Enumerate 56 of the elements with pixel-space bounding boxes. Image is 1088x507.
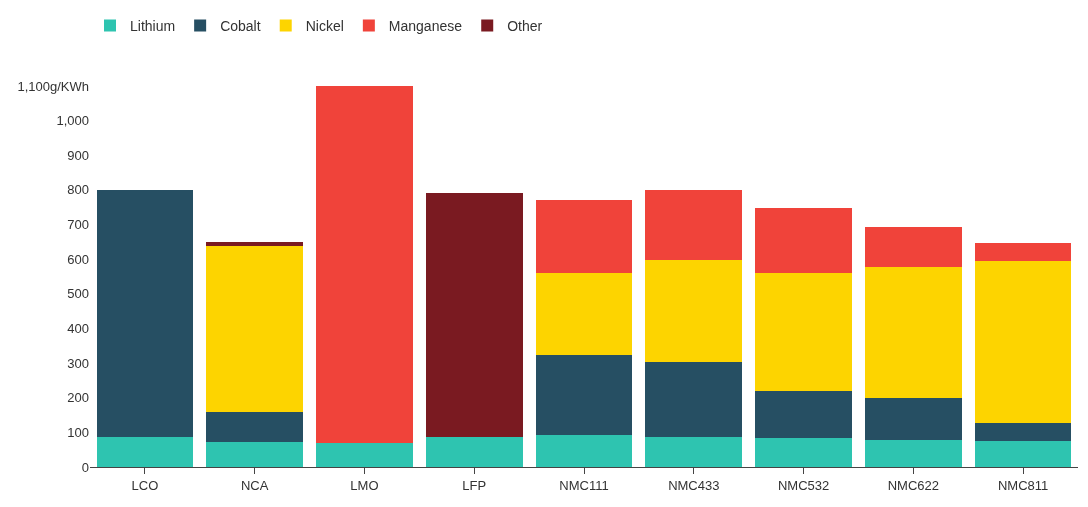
x-tick-label: LFP xyxy=(462,477,487,493)
bar xyxy=(755,391,852,439)
legend-label: Other xyxy=(507,17,543,34)
legend-label: Nickel xyxy=(305,17,344,34)
y-tick-label: 100 xyxy=(67,424,89,440)
y-tick-label: 700 xyxy=(67,217,89,233)
x-tick-label: LMO xyxy=(350,477,379,493)
y-tick-label: 1,000 xyxy=(56,113,89,129)
bar xyxy=(316,443,413,467)
y-tick-label: 0 xyxy=(81,459,89,475)
x-tick-label: LCO xyxy=(131,477,159,493)
bar xyxy=(206,246,303,413)
bar xyxy=(645,436,743,467)
x-tick-label: NMC811 xyxy=(997,477,1049,493)
legend-label: Cobalt xyxy=(220,17,261,34)
bar xyxy=(206,241,303,247)
bar xyxy=(755,207,852,274)
bar xyxy=(865,227,962,268)
bar xyxy=(535,200,633,274)
bar xyxy=(974,261,1072,424)
bar xyxy=(755,438,852,467)
bar xyxy=(425,193,523,438)
bar xyxy=(865,398,962,440)
y-tick-label: 200 xyxy=(67,390,89,406)
bar xyxy=(645,189,743,261)
x-tick-label: NMC622 xyxy=(887,477,939,493)
bar xyxy=(425,437,523,467)
y-tick-label: 600 xyxy=(67,251,89,267)
bar xyxy=(865,439,962,467)
bar xyxy=(535,435,633,467)
legend-label: Lithium xyxy=(130,17,176,34)
bar xyxy=(206,442,303,467)
bar xyxy=(974,243,1072,262)
y-tick-label: 900 xyxy=(67,147,89,163)
bar xyxy=(974,441,1072,467)
x-tick-label: NCA xyxy=(240,477,269,493)
y-tick-label: 1,100g/KWh xyxy=(17,78,89,94)
y-tick-label: 800 xyxy=(67,182,89,198)
x-tick-label: NMC111 xyxy=(559,477,609,493)
bar xyxy=(96,436,194,467)
bar xyxy=(865,267,962,399)
legend-label: Manganese xyxy=(388,17,463,34)
bar xyxy=(535,355,633,436)
x-tick-label: NMC433 xyxy=(668,477,720,493)
bar xyxy=(755,273,852,392)
y-tick-label: 300 xyxy=(67,355,89,371)
bar xyxy=(974,423,1072,442)
bar xyxy=(316,86,413,444)
y-tick-label: 500 xyxy=(67,286,89,302)
bar xyxy=(645,362,743,437)
y-tick-label: 400 xyxy=(67,321,89,336)
bar xyxy=(535,273,633,356)
x-tick-label: NMC532 xyxy=(777,477,830,493)
bar xyxy=(645,260,743,363)
bar xyxy=(206,412,303,443)
bar xyxy=(96,189,194,437)
